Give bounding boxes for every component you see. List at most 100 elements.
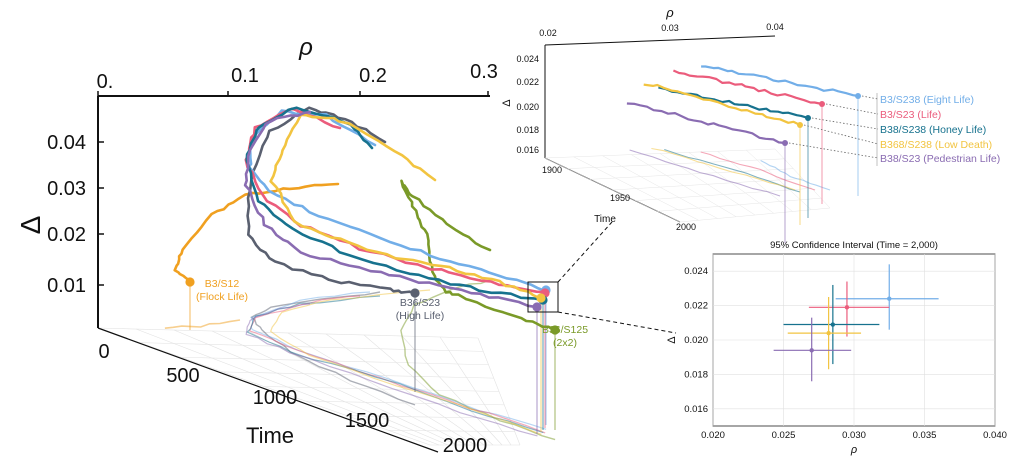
zoom-connector: [557, 221, 677, 334]
inset-end-marker-purple: [782, 140, 788, 146]
time-tick-label: 1500: [345, 410, 390, 432]
inset-delta-tick: 0.022: [516, 77, 539, 87]
series-line-yellow: [269, 113, 544, 301]
confidence-interval-plot: 0.020 0.025 0.030 0.035 0.040 0.016 0.018 0.020…: [666, 240, 1007, 456]
inset-delta-label: Δ: [501, 99, 513, 107]
zoom-connector-top: [557, 221, 613, 283]
delta-tick-label: 0.01: [47, 275, 86, 297]
annotation-sublabel: (High Life): [396, 310, 444, 322]
inset-line-purple: [626, 102, 786, 145]
delta-tick-label: 0.04: [47, 132, 86, 154]
main-projection-lines: [164, 279, 556, 441]
series-line-green: [400, 179, 557, 333]
ci-point-pink: [844, 305, 850, 310]
main-annotations: B3/S12(Flock Life) B36/S23(High Life) B36/…: [185, 277, 588, 349]
inset-delta-tick: 0.016: [516, 145, 539, 155]
inset-end-marker-yellow: [797, 122, 803, 128]
inset-floor-grid: [634, 188, 812, 201]
annotation-label: B36/S125: [542, 324, 588, 336]
time-tick-label: 500: [166, 365, 199, 387]
end-marker-green: [550, 325, 560, 335]
annotation-sublabel: (2x2): [553, 337, 577, 349]
inset-rho-label: ρ: [665, 5, 674, 20]
end-marker-yellow: [536, 293, 546, 303]
inset-time-tick: 1950: [610, 193, 630, 203]
series-line-pink: [244, 107, 547, 294]
annotation-label: B3/S12: [205, 278, 240, 290]
inset-legend: B3/S238 (Eight Life) B3/S23 (Life) B38/S23…: [788, 93, 1000, 166]
ci-x-tick: 0.030: [842, 430, 866, 441]
floor-projection-blue: [250, 291, 547, 430]
inset-time-tick: 2000: [676, 222, 696, 232]
legend-leader: [825, 103, 879, 115]
ci-point-teal: [830, 322, 836, 327]
legend-label: B38/S238 (Honey Life): [880, 124, 986, 136]
floor-projection-teal: [246, 295, 544, 434]
inset-floor-projection-pink: [700, 151, 816, 191]
time-axis-label: Time: [246, 423, 294, 448]
ci-y-label: Δ: [666, 336, 678, 344]
series-line-purple: [243, 110, 540, 309]
inset-rho-tick: 0.03: [661, 23, 679, 33]
main-floor-grid: [97, 327, 521, 446]
inset-time-label: Time: [594, 214, 616, 225]
legend-label: B368/S238 (Low Death): [880, 139, 992, 151]
end-marker-orange: [185, 277, 195, 287]
series-line-teal: [245, 106, 545, 302]
inset-end-marker-pink: [819, 101, 825, 107]
legend-leader: [788, 142, 879, 159]
inset-floor-grid: [589, 168, 794, 180]
end-marker-grey: [410, 288, 420, 298]
zoom-connector-bottom: [557, 311, 677, 334]
floor-grid-line: [180, 356, 489, 366]
ci-x-tick: 0.040: [983, 430, 1007, 441]
inset-floor-projection-purple: [629, 149, 781, 197]
legend-leader: [803, 124, 879, 145]
ci-point-purple: [809, 348, 814, 353]
floor-grid-line: [263, 386, 500, 392]
legend-label: B38/S23 (Pedestrian Life): [880, 153, 1000, 165]
delta-tick-label: 0.03: [47, 178, 86, 200]
floor-grid-line: [388, 430, 515, 432]
series-line-blue: [247, 109, 547, 293]
ci-x-tick: 0.035: [913, 430, 937, 441]
legend-label: B3/S23 (Life): [880, 109, 941, 121]
floor-grid-line: [346, 415, 510, 419]
floor-projection-orange: [164, 319, 241, 329]
time-tick-label: 2000: [443, 435, 488, 457]
inset-time-tick: 1900: [542, 165, 562, 175]
ci-y-tick: 0.018: [684, 369, 708, 380]
time-tick-label: 1000: [253, 387, 298, 409]
rho-axis-label: ρ: [298, 34, 313, 61]
inset-line-pink: [672, 69, 823, 106]
annotation-label: B36/S23: [400, 297, 440, 309]
ci-x-tick: 0.025: [772, 430, 796, 441]
inset-delta-tick: 0.024: [516, 54, 539, 64]
rho-tick-label: 0.3: [470, 61, 498, 83]
ci-point-blue: [887, 296, 892, 301]
floor-grid-line: [139, 342, 484, 352]
series-line-orange: [173, 182, 340, 283]
inset-rho-tick: 0.04: [766, 22, 784, 32]
inset-floor-grid: [657, 197, 821, 212]
inset-floor-projection-yellow: [651, 147, 796, 191]
inset-delta-tick: 0.018: [516, 125, 539, 135]
ci-y-tick: 0.024: [684, 266, 708, 277]
inset-line-yellow: [643, 83, 801, 126]
rho-tick-label: 0.: [97, 71, 114, 93]
floor-grid-line: [222, 371, 494, 379]
inset-rho-tick: 0.02: [539, 28, 557, 38]
ci-x-label: ρ: [850, 444, 857, 456]
ci-y-tick: 0.016: [684, 404, 708, 415]
inset-delta-tick: 0.020: [516, 102, 539, 112]
inset-rho-axis: [544, 35, 776, 46]
ci-x-tick: 0.020: [701, 430, 725, 441]
inset-end-marker-teal: [805, 115, 811, 121]
delta-tick-label: 0.02: [47, 224, 86, 246]
main-series-lines: [173, 106, 557, 333]
floor-projection-yellow: [269, 289, 542, 435]
ci-y-tick: 0.022: [684, 301, 708, 312]
inset-series-lines: [626, 65, 861, 243]
zoom-box: [527, 281, 559, 313]
